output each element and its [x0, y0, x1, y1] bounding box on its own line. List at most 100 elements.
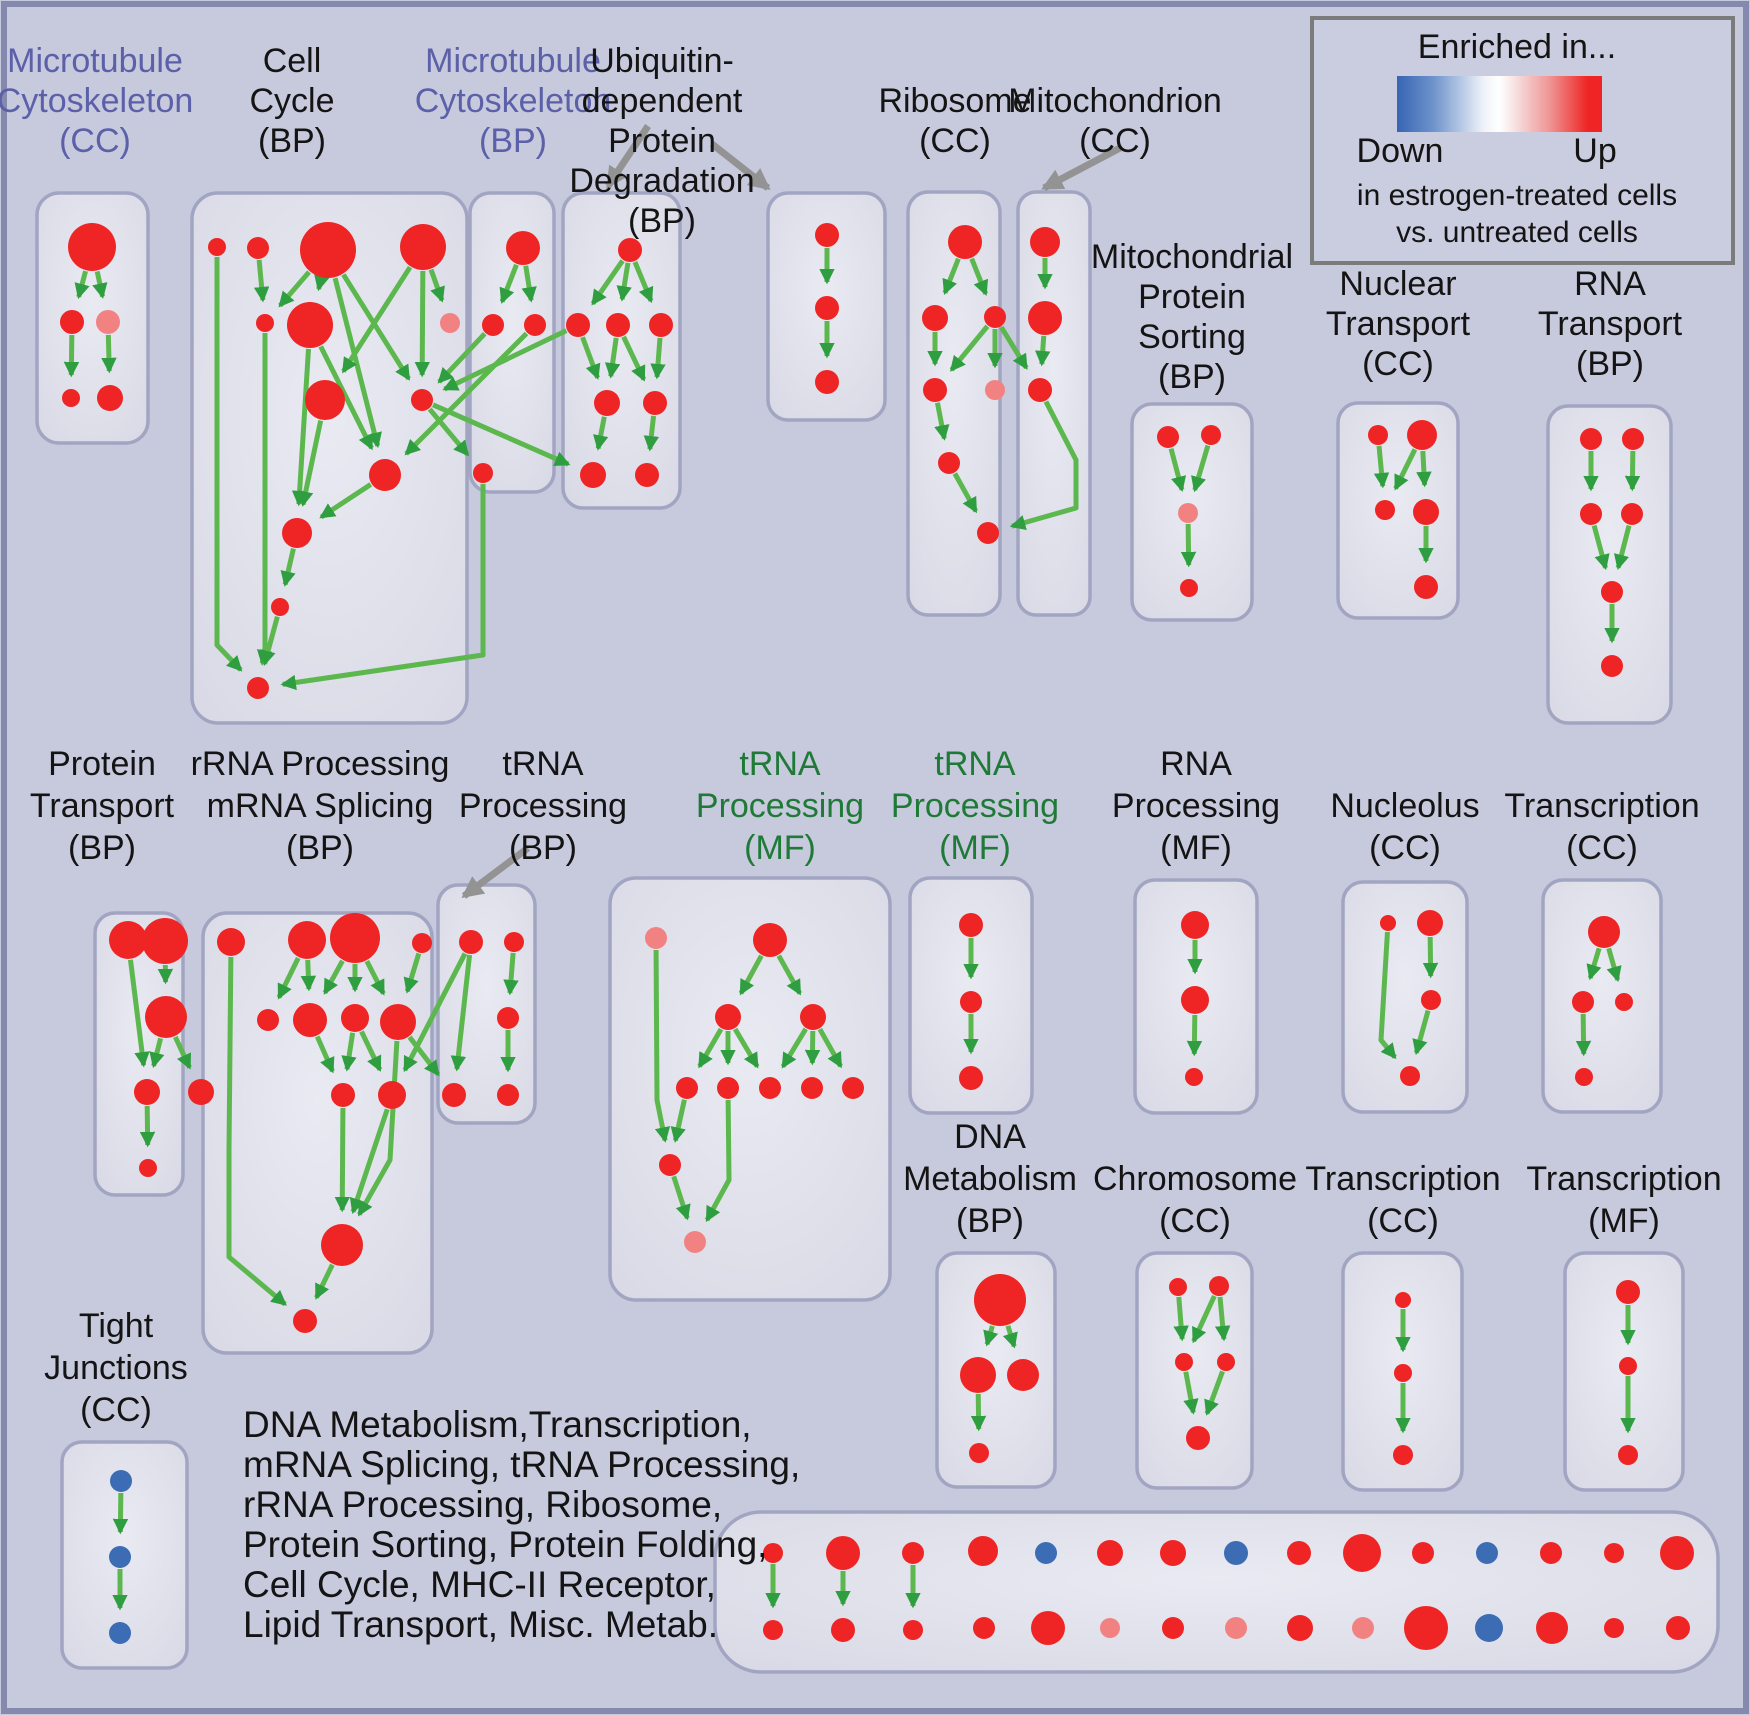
go-term-node-c4 [1217, 1353, 1235, 1371]
go-term-node-ns3 [1421, 990, 1441, 1010]
go-term-node-sb2 [831, 1618, 855, 1642]
edge-g7-g9 [341, 1032, 357, 1072]
go-term-node-s5 [1601, 581, 1623, 603]
go-term-node-pte [139, 1159, 157, 1177]
edge-n10-n11 [319, 482, 373, 520]
edge-n3-n9 [341, 273, 411, 381]
edge-n3-n6 [314, 274, 330, 292]
go-term-node-g3 [330, 913, 380, 963]
edge-q2-q4 [1416, 450, 1432, 488]
go-term-node-h3 [497, 1007, 519, 1029]
edge-h2-h3 [503, 952, 519, 996]
edge-N1-N2 [983, 1325, 999, 1347]
go-term-node-u2 [566, 313, 590, 337]
edge-w10-w11 [671, 1175, 691, 1221]
go-term-node-ns2 [1417, 910, 1443, 936]
label-nuclear-transport: Nuclear Transport (CC) [1326, 265, 1471, 383]
edge-tc2-tc4 [1575, 1013, 1592, 1057]
go-term-node-t1 [1030, 227, 1060, 257]
edge-w5-w10 [670, 1099, 687, 1143]
go-term-node-g5 [257, 1009, 279, 1031]
edge-n8-n11 [298, 420, 324, 507]
go-term-node-m1 [506, 231, 540, 265]
edge-tc1-tc2 [1586, 947, 1602, 981]
box-nuclear-transport [1336, 401, 1460, 620]
edge-c1-c3 [1173, 1296, 1189, 1342]
edge-w3-w7 [732, 1027, 760, 1069]
label-trna-mf-1: tRNA Processing (MF) [696, 745, 864, 867]
go-term-node-u6 [643, 391, 667, 415]
go-term-node-m4 [473, 463, 493, 483]
edge-ns1-ns4 [1378, 931, 1397, 1060]
go-term-node-m2 [482, 314, 504, 336]
edge-m1-m2 [499, 263, 519, 304]
box-microtubule-bp [468, 191, 556, 494]
go-term-node-ptd [134, 1079, 160, 1105]
edge-q2-q3 [1393, 448, 1418, 491]
go-term-node-h2 [504, 932, 524, 952]
go-term-node-n7 [440, 313, 460, 333]
go-term-node-sa7 [1160, 1540, 1186, 1566]
go-term-node-q5 [1414, 575, 1438, 599]
go-term-node-w1 [645, 927, 667, 949]
go-term-node-h4 [442, 1083, 466, 1107]
go-term-node-d2 [1394, 1364, 1412, 1382]
go-term-node-n3 [300, 222, 356, 278]
go-term-node-ns4 [1400, 1066, 1420, 1086]
go-term-node-sb3 [903, 1620, 923, 1640]
go-term-node-s2 [1622, 428, 1644, 450]
label-protein-transport: Protein Transport (BP) [30, 745, 175, 867]
callout-arrow-icon [461, 845, 531, 899]
box-microtubule-cc [35, 191, 150, 445]
edge-ns3-ns4 [1412, 1009, 1431, 1056]
go-term-node-g1 [217, 928, 245, 956]
callout-arrow-icon [605, 124, 651, 189]
go-term-node-n12 [271, 598, 289, 616]
go-term-node-w10 [659, 1154, 681, 1176]
legend-down-label: Down [1357, 132, 1444, 170]
go-term-node-u4 [649, 313, 673, 337]
edge-q1-q3 [1373, 445, 1390, 489]
go-term-node-g11 [321, 1224, 363, 1266]
edge-u5-u7 [593, 416, 609, 451]
edge-m4-n13 [280, 484, 486, 691]
label-nucleolus: Nucleolus (CC) [1330, 787, 1479, 867]
edge-u3-u5 [604, 337, 621, 379]
edge-m3-n10 [404, 331, 529, 456]
go-term-node-tc3 [1615, 993, 1633, 1011]
go-term-node-c5 [1186, 1426, 1210, 1450]
go-term-node-g10 [378, 1081, 406, 1109]
edge-w2-w4 [776, 954, 803, 996]
go-term-node-tc4 [1575, 1068, 1593, 1086]
go-term-node-q3 [1375, 500, 1395, 520]
go-term-node-z1 [959, 913, 983, 937]
edge-n3-n5 [278, 270, 311, 308]
edge-c3-c5 [1183, 1371, 1199, 1415]
go-term-node-sa9 [1287, 1541, 1311, 1565]
legend-title: Enriched in... [1418, 28, 1616, 66]
go-term-node-r5 [985, 380, 1005, 400]
edge-u4-u6 [650, 337, 666, 380]
callout-arrow-icon [1041, 144, 1122, 192]
edge-c2-c3 [1191, 1294, 1217, 1344]
go-term-node-n5 [256, 314, 274, 332]
go-term-node-u1 [618, 238, 642, 262]
edge-r1-r3 [969, 257, 989, 296]
edge-mccC-mccE [101, 334, 117, 374]
go-term-node-sb11 [1404, 1606, 1448, 1650]
edge-n2-n5 [253, 259, 270, 303]
label-cell-cycle: Cell Cycle (BP) [249, 42, 334, 160]
go-term-node-ptb [142, 918, 188, 964]
go-term-node-pta [109, 921, 147, 959]
merged-clusters-text-block: DNA Metabolism,Transcription, mRNA Splici… [243, 1404, 800, 1645]
edge-w1-w10 [653, 949, 671, 1143]
edge-r6-r7 [952, 472, 979, 514]
go-term-node-w5 [676, 1077, 698, 1099]
go-term-node-w4 [800, 1004, 826, 1030]
go-term-node-p1 [1157, 426, 1179, 448]
edge-t2-t3 [1034, 335, 1051, 367]
edge-tj1-tj2 [112, 1492, 129, 1535]
go-term-node-sb1 [763, 1620, 783, 1640]
go-term-node-sb4 [973, 1617, 995, 1639]
